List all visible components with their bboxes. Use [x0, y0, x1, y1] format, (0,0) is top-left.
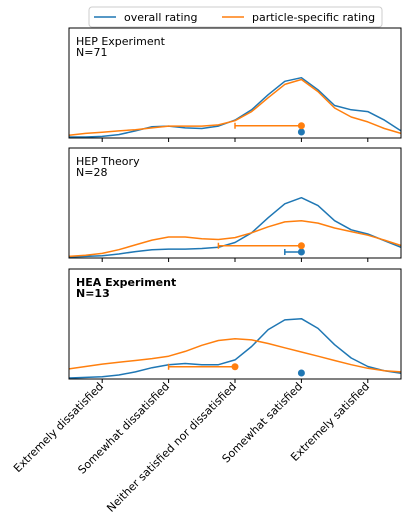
kde-line-particle — [68, 337, 402, 373]
panel-title: HEP Theory — [76, 155, 140, 168]
kde-line-particle — [68, 78, 402, 136]
panel-hep-theory: HEP Theory N=28 — [68, 147, 402, 262]
median-marker-overall — [297, 128, 305, 136]
legend: overall rating particle-specific rating — [88, 6, 383, 28]
median-marker-overall — [297, 369, 305, 377]
panel-title: HEA Experiment — [76, 276, 176, 289]
panel-hep-experiment: HEP Experiment N=71 — [68, 27, 402, 142]
kde-line-overall — [68, 317, 402, 379]
panel-hea-experiment: HEA Experiment N=13 — [68, 268, 402, 383]
kde-line-overall — [68, 196, 402, 258]
panel-count: N=71 — [76, 46, 107, 59]
panel-count: N=28 — [76, 166, 107, 179]
median-marker-particle — [297, 242, 305, 250]
legend-label-overall: overall rating — [124, 11, 197, 24]
panel-title: HEP Experiment — [76, 35, 166, 48]
kde-line-particle — [68, 219, 402, 258]
legend-label-particle: particle-specific rating — [252, 11, 375, 24]
median-marker-particle — [231, 363, 239, 371]
median-marker-particle — [297, 122, 305, 130]
panel-count: N=13 — [76, 287, 110, 300]
median-marker-overall — [297, 248, 305, 256]
